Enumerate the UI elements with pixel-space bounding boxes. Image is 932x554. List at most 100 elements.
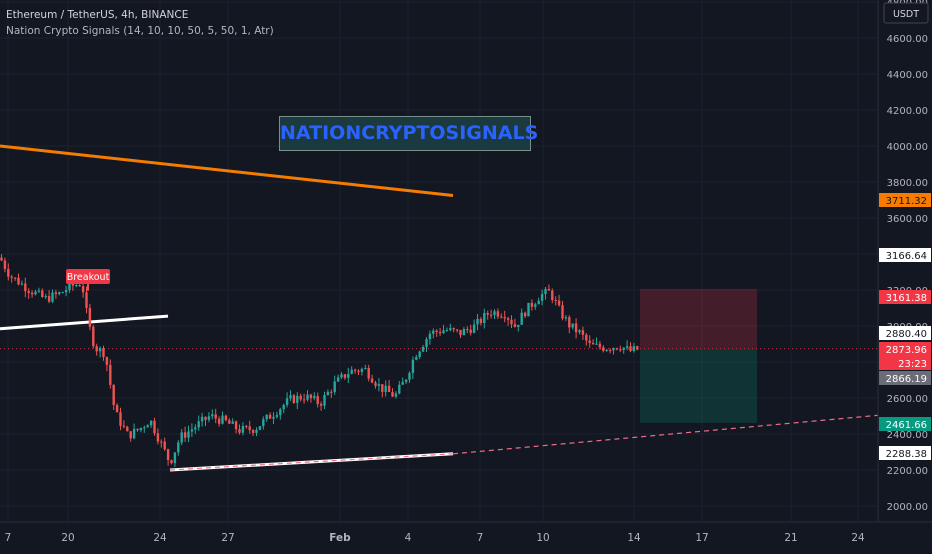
candle: [7, 268, 10, 277]
candle: [591, 342, 595, 345]
price-tick-label: 2600.00: [887, 394, 928, 405]
candle: [401, 381, 404, 385]
price-tick-label: 4200.00: [887, 106, 928, 117]
candle: [489, 314, 493, 316]
stop-zone: [640, 288, 757, 349]
candle: [194, 427, 197, 430]
candle: [313, 396, 316, 399]
candle: [221, 415, 224, 424]
candle: [336, 377, 340, 382]
candle: [527, 302, 530, 317]
candle: [404, 379, 408, 382]
candle: [588, 340, 591, 343]
candle: [391, 391, 394, 397]
time-tick-label: 4: [405, 532, 412, 544]
candle: [197, 421, 200, 428]
candle: [561, 305, 564, 319]
candle: [370, 378, 374, 383]
candle: [452, 328, 455, 330]
time-tick-label: 24: [851, 532, 865, 544]
candle: [568, 317, 571, 328]
price-tick-label: 2000.00: [887, 502, 928, 513]
candle: [316, 396, 319, 404]
candle: [506, 318, 510, 320]
candle: [160, 441, 163, 443]
candle: [479, 318, 483, 324]
candle: [523, 312, 527, 317]
candle: [540, 294, 544, 301]
candle: [143, 427, 146, 429]
price-tag-prev_close-label: 2880.40: [886, 329, 927, 340]
candle: [102, 348, 105, 358]
candle: [428, 333, 432, 340]
candle: [296, 395, 299, 403]
candle: [149, 420, 153, 426]
candle: [394, 393, 398, 397]
candle: [547, 288, 551, 291]
candle: [34, 291, 37, 295]
time-tick-label: 14: [627, 532, 641, 544]
time-tick-label: 20: [61, 532, 74, 544]
candle: [571, 323, 574, 328]
candle: [595, 343, 598, 345]
candle: [285, 398, 289, 405]
trendline-resistance: [0, 144, 454, 197]
candle: [200, 416, 204, 422]
candle: [275, 415, 279, 417]
candle: [37, 290, 41, 292]
target-zone: [640, 348, 757, 423]
candle: [449, 328, 452, 331]
candle: [608, 349, 612, 351]
candle: [581, 330, 585, 335]
candle: [364, 367, 367, 369]
candle: [340, 374, 343, 378]
time-tick-label: 17: [695, 532, 708, 544]
candle: [615, 348, 619, 350]
price-tag-high: [879, 248, 931, 262]
candle: [258, 426, 262, 430]
candle: [126, 426, 129, 432]
candle: [248, 426, 251, 431]
candle: [282, 404, 285, 410]
candle: [289, 395, 292, 399]
candle: [132, 428, 136, 439]
candle: [241, 426, 245, 433]
candle: [234, 421, 238, 430]
candle: [54, 292, 58, 295]
candle: [585, 334, 588, 341]
candle: [13, 277, 17, 279]
indicator-title[interactable]: Nation Crypto Signals (14, 10, 10, 50, 5…: [6, 25, 274, 37]
symbol-title[interactable]: Ethereum / TetherUS, 4h, BINANCE: [6, 9, 189, 21]
candle: [377, 384, 381, 386]
candle: [146, 425, 149, 428]
candle: [374, 382, 377, 386]
time-tick-label: 21: [784, 532, 797, 544]
candle: [119, 412, 122, 426]
time-tick-label: Feb: [329, 532, 351, 544]
candle: [357, 370, 360, 372]
candle: [537, 300, 540, 305]
candle: [605, 349, 608, 351]
price-tag-target: [879, 417, 931, 431]
candle: [112, 384, 115, 405]
candle: [534, 304, 537, 307]
candle: [411, 359, 415, 374]
candle: [95, 346, 98, 352]
candle: [81, 286, 85, 293]
candle: [272, 416, 275, 419]
candle: [24, 283, 27, 292]
breakout-label: Breakout: [67, 272, 110, 283]
candle: [493, 311, 496, 315]
candle: [483, 313, 486, 324]
candle: [455, 329, 459, 331]
candle: [129, 431, 132, 439]
candle: [88, 307, 92, 327]
candle: [187, 431, 190, 438]
candle: [384, 385, 387, 392]
candle: [109, 364, 112, 385]
candle: [163, 441, 166, 450]
candle: [265, 414, 268, 420]
time-tick-label: 10: [536, 532, 549, 544]
